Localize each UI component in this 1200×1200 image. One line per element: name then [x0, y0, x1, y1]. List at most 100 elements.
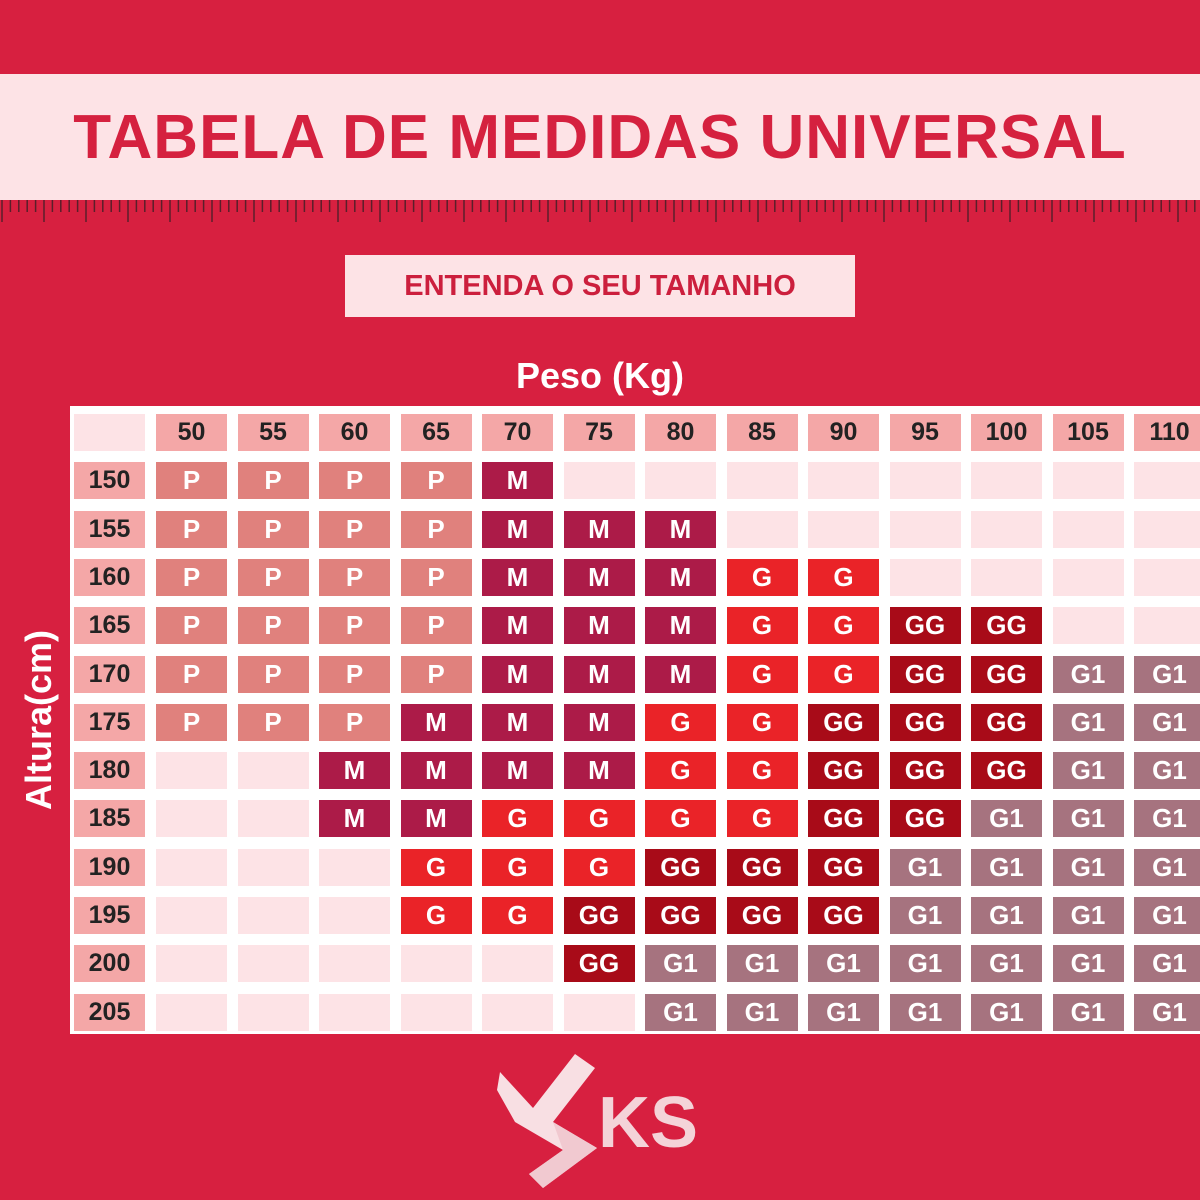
- weight-header-55: 55: [237, 414, 309, 451]
- height-header-150: 150: [74, 462, 145, 500]
- size-cell: P: [237, 607, 309, 645]
- size-cell: GG: [889, 655, 961, 693]
- size-cell: P: [156, 607, 227, 645]
- weight-header-110: 110: [1134, 414, 1200, 451]
- size-cell: GG: [808, 800, 879, 838]
- empty-cell: [645, 462, 716, 500]
- empty-cell: [1134, 462, 1200, 500]
- weight-header-80: 80: [645, 414, 716, 451]
- empty-cell: [1052, 607, 1124, 645]
- empty-cell: [808, 462, 879, 500]
- empty-cell: [237, 800, 309, 838]
- size-cell: M: [563, 510, 635, 548]
- empty-cell: [319, 945, 390, 983]
- size-cell: P: [319, 607, 390, 645]
- size-cell: G1: [808, 945, 879, 983]
- empty-cell: [400, 993, 472, 1031]
- size-cell: G1: [971, 945, 1042, 983]
- empty-cell: [482, 993, 553, 1031]
- size-cell: M: [400, 703, 472, 741]
- page-title: TABELA DE MEDIDAS UNIVERSAL: [73, 102, 1127, 172]
- size-cell: G1: [645, 993, 716, 1031]
- weight-header-60: 60: [319, 414, 390, 451]
- empty-cell: [237, 945, 309, 983]
- table-corner: [74, 414, 145, 451]
- height-header-200: 200: [74, 945, 145, 983]
- size-cell: GG: [889, 607, 961, 645]
- size-cell: M: [482, 510, 553, 548]
- size-cell: G1: [1134, 703, 1200, 741]
- size-cell: P: [156, 703, 227, 741]
- empty-cell: [482, 945, 553, 983]
- size-cell: M: [645, 607, 716, 645]
- size-cell: G1: [889, 848, 961, 886]
- size-cell: P: [319, 655, 390, 693]
- size-cell: G1: [726, 945, 798, 983]
- size-cell: G1: [1052, 752, 1124, 790]
- weight-header-105: 105: [1052, 414, 1124, 451]
- empty-cell: [400, 945, 472, 983]
- size-cell: P: [237, 655, 309, 693]
- size-cell: G: [645, 752, 716, 790]
- size-cell: G: [808, 558, 879, 596]
- size-cell: GG: [889, 703, 961, 741]
- size-cell: M: [563, 655, 635, 693]
- subtitle-box: ENTENDA O SEU TAMANHO: [345, 255, 855, 317]
- size-cell: M: [645, 558, 716, 596]
- size-cell: G1: [808, 993, 879, 1031]
- empty-cell: [1052, 462, 1124, 500]
- empty-cell: [726, 462, 798, 500]
- empty-cell: [319, 848, 390, 886]
- size-cell: GG: [563, 945, 635, 983]
- size-cell: G: [726, 752, 798, 790]
- size-cell: G1: [1052, 655, 1124, 693]
- height-header-190: 190: [74, 848, 145, 886]
- empty-cell: [319, 993, 390, 1031]
- size-cell: G1: [1134, 800, 1200, 838]
- height-header-165: 165: [74, 607, 145, 645]
- size-cell: M: [482, 655, 553, 693]
- size-cell: G: [726, 655, 798, 693]
- size-cell: G: [726, 703, 798, 741]
- size-cell: G1: [1052, 703, 1124, 741]
- empty-cell: [563, 993, 635, 1031]
- size-cell: M: [319, 752, 390, 790]
- size-cell: GG: [971, 752, 1042, 790]
- height-header-155: 155: [74, 510, 145, 548]
- size-cell: G1: [1134, 655, 1200, 693]
- size-cell: GG: [645, 848, 716, 886]
- subtitle: ENTENDA O SEU TAMANHO: [404, 269, 796, 302]
- size-cell: G1: [1052, 993, 1124, 1031]
- height-header-205: 205: [74, 993, 145, 1031]
- height-axis-label: Altura(cm): [18, 629, 59, 811]
- size-cell: G1: [1134, 848, 1200, 886]
- height-axis-label-wrap: Altura(cm): [4, 600, 74, 840]
- size-cell: P: [237, 558, 309, 596]
- size-table: 50 55 60 65 70 75 80 85 90 95 100 105 110 150 P P P P M 155…: [70, 406, 1200, 1034]
- size-cell: P: [237, 462, 309, 500]
- logo-text: KS: [598, 1083, 699, 1163]
- size-cell: G1: [889, 945, 961, 983]
- empty-cell: [237, 993, 309, 1031]
- size-cell: G1: [726, 993, 798, 1031]
- empty-cell: [156, 848, 227, 886]
- weight-header-90: 90: [808, 414, 879, 451]
- size-cell: GG: [808, 897, 879, 934]
- size-cell: M: [400, 752, 472, 790]
- size-cell: P: [400, 655, 472, 693]
- empty-cell: [889, 558, 961, 596]
- size-cell: G1: [1134, 945, 1200, 983]
- size-cell: M: [563, 752, 635, 790]
- empty-cell: [726, 510, 798, 548]
- height-header-170: 170: [74, 655, 145, 693]
- title-banner: TABELA DE MEDIDAS UNIVERSAL: [0, 74, 1200, 200]
- empty-cell: [1052, 558, 1124, 596]
- size-cell: G: [726, 558, 798, 596]
- size-cell: P: [156, 510, 227, 548]
- size-cell: P: [400, 558, 472, 596]
- empty-cell: [156, 800, 227, 838]
- ruler-decoration: [1, 200, 1196, 222]
- size-cell: M: [319, 800, 390, 838]
- size-cell: M: [482, 558, 553, 596]
- size-cell: G: [808, 607, 879, 645]
